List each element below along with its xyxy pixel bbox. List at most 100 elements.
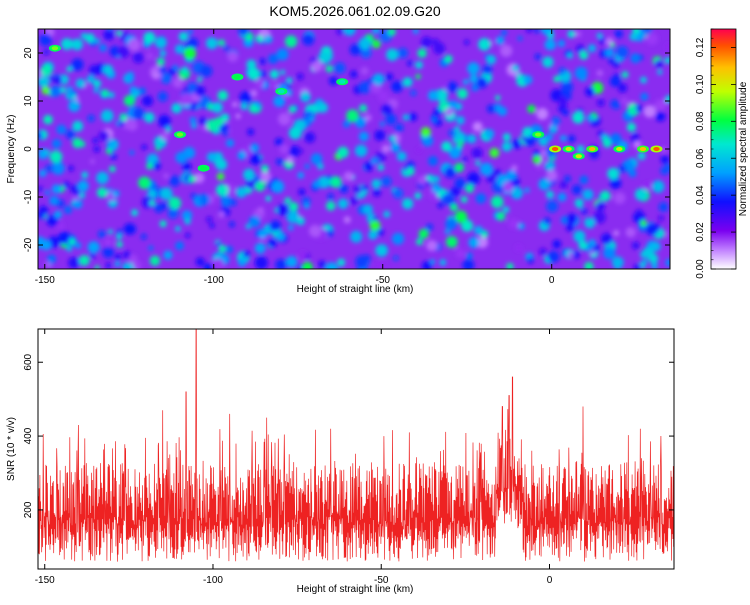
heatmap-texture-blob	[149, 255, 161, 266]
heatmap-texture-blob	[39, 169, 47, 177]
heatmap-texture-blob	[517, 36, 523, 41]
heatmap-texture-blob	[397, 47, 409, 59]
heatmap-texture-blob	[132, 107, 145, 120]
heatmap-texture-blob	[110, 153, 117, 160]
heatmap-texture-blob	[637, 151, 646, 160]
heatmap-texture-blob	[511, 138, 522, 149]
heatmap-feature	[176, 132, 184, 137]
heatmap-texture-blob	[642, 259, 648, 265]
heatmap-texture-blob	[517, 222, 525, 230]
heatmap-texture-blob	[458, 139, 464, 146]
heatmap-texture-blob	[218, 39, 226, 47]
heatmap-texture-blob	[402, 198, 414, 210]
heatmap-texture-blob	[154, 203, 162, 211]
heatmap-texture-blob	[119, 113, 128, 122]
heatmap-feature	[639, 147, 647, 151]
heatmap-texture-blob	[146, 162, 154, 170]
heatmap-ytick-label: 10	[23, 95, 34, 107]
heatmap-texture-blob	[66, 86, 73, 92]
heatmap-texture-blob	[214, 117, 224, 127]
heatmap-texture-blob	[239, 91, 252, 104]
heatmap-texture-blob	[112, 190, 120, 198]
heatmap-texture-blob	[38, 236, 46, 249]
heatmap-texture-blob	[205, 216, 213, 223]
heatmap-texture-blob	[279, 144, 290, 155]
heatmap-texture-blob	[566, 213, 578, 225]
heatmap-texture-blob	[264, 34, 273, 44]
heatmap-texture-blob	[155, 36, 167, 49]
heatmap-texture-blob	[573, 230, 586, 243]
heatmap-texture-blob	[268, 53, 279, 64]
heatmap-texture-blob	[302, 33, 315, 46]
heatmap-texture-blob	[565, 223, 575, 232]
heatmap-texture-blob	[100, 109, 114, 123]
snr-ytick-label: 200	[23, 501, 34, 518]
heatmap-texture-blob	[114, 253, 122, 261]
heatmap-texture-blob	[372, 39, 381, 49]
heatmap-texture-blob	[222, 130, 229, 137]
heatmap-texture-blob	[336, 29, 344, 35]
heatmap-texture-blob	[289, 145, 301, 157]
heatmap-texture-blob	[538, 247, 547, 256]
heatmap-texture-blob	[474, 225, 483, 235]
heatmap-texture-blob	[269, 69, 279, 79]
heatmap-texture-blob	[243, 168, 255, 181]
heatmap-texture-blob	[286, 210, 300, 224]
heatmap-texture-blob	[494, 169, 502, 177]
heatmap-texture-blob	[271, 180, 285, 193]
heatmap-texture-blob	[439, 259, 447, 266]
heatmap-texture-blob	[329, 176, 342, 188]
heatmap-texture-blob	[247, 67, 261, 81]
heatmap-texture-blob	[490, 195, 504, 209]
heatmap-texture-blob	[299, 251, 308, 259]
heatmap-texture-blob	[465, 183, 475, 193]
heatmap-texture-blob	[81, 171, 89, 179]
heatmap-texture-blob	[643, 105, 656, 118]
heatmap-texture-blob	[216, 172, 225, 181]
heatmap-texture-blob	[544, 161, 555, 172]
heatmap-texture-blob	[92, 79, 102, 88]
heatmap-texture-blob	[272, 82, 279, 89]
heatmap-texture-blob	[600, 233, 613, 245]
heatmap-texture-blob	[482, 64, 493, 75]
heatmap-texture-blob	[259, 259, 266, 266]
heatmap-texture-blob	[564, 175, 571, 183]
heatmap-texture-blob	[654, 99, 667, 111]
heatmap-texture-blob	[216, 183, 229, 197]
heatmap-feature	[616, 147, 623, 151]
heatmap-texture-blob	[372, 29, 380, 34]
heatmap-texture-blob	[40, 64, 53, 77]
heatmap-texture-blob	[339, 184, 349, 194]
heatmap-texture-blob	[288, 202, 299, 212]
heatmap-texture-blob	[414, 192, 422, 200]
heatmap-texture-blob	[603, 247, 616, 260]
heatmap-texture-blob	[214, 159, 221, 166]
heatmap-texture-blob	[613, 192, 626, 205]
heatmap-texture-blob	[140, 233, 147, 240]
heatmap-texture-blob	[160, 72, 172, 84]
heatmap-texture-blob	[610, 177, 622, 190]
heatmap-texture-blob	[562, 109, 569, 116]
heatmap-texture-blob	[402, 77, 413, 87]
heatmap-texture-blob	[259, 70, 266, 77]
heatmap-texture-blob	[182, 162, 192, 172]
heatmap-texture-blob	[343, 216, 351, 224]
heatmap-texture-blob	[288, 126, 302, 140]
heatmap-texture-blob	[501, 141, 512, 152]
heatmap-texture-blob	[49, 150, 63, 164]
heatmap-texture-blob	[547, 250, 560, 263]
snr-ylabel: SNR (10 * v/v)	[6, 417, 17, 481]
colorbar-tick-label: 0.02	[695, 222, 706, 242]
heatmap-texture-blob	[417, 48, 427, 58]
heatmap-texture-blob	[418, 228, 429, 239]
heatmap-texture-blob	[194, 101, 200, 107]
heatmap-texture-blob	[666, 231, 670, 239]
heatmap-texture-blob	[301, 261, 313, 269]
heatmap-texture-blob	[393, 255, 399, 261]
heatmap-texture-blob	[74, 242, 82, 249]
heatmap-texture-blob	[490, 39, 496, 46]
heatmap-texture-blob	[325, 65, 333, 73]
heatmap-texture-blob	[206, 152, 217, 163]
heatmap-texture-blob	[200, 65, 213, 78]
heatmap-texture-blob	[369, 220, 381, 232]
